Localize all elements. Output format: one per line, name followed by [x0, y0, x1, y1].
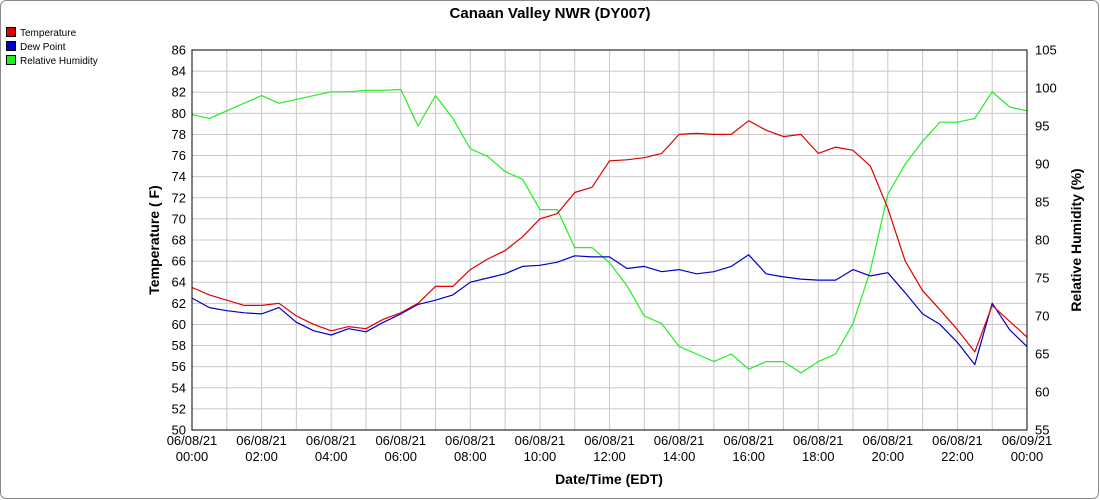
legend-swatch-relative-humidity	[6, 55, 16, 65]
plot-border	[191, 49, 1028, 431]
y2-tick-label: 85	[1035, 195, 1049, 210]
x-tick-date: 06/08/21	[932, 433, 983, 448]
relative-humidity-line	[191, 88, 1028, 374]
legend-swatch-dew-point	[6, 41, 16, 51]
x-tick-date: 06/08/21	[515, 433, 566, 448]
y-tick-label: 54	[172, 380, 186, 395]
y-tick-label: 76	[172, 148, 186, 163]
y2-tick-label: 100	[1035, 81, 1057, 96]
legend-label-dew-point: Dew Point	[20, 42, 66, 53]
y-tick-label: 64	[172, 275, 186, 290]
x-tick-time: 18:00	[802, 449, 835, 464]
x-axis-title: Date/Time (EDT)	[555, 471, 663, 487]
x-tick-date: 06/08/21	[723, 433, 774, 448]
y2-tick-label: 95	[1035, 119, 1049, 134]
y2-axis-title: Relative Humidity (%)	[1068, 168, 1084, 311]
x-tick-time: 16:00	[732, 449, 765, 464]
x-tick-date: 06/08/21	[375, 433, 426, 448]
legend-label-temperature: Temperature	[20, 28, 77, 39]
legend-item-dew-point: Dew Point	[6, 41, 98, 55]
y-tick-label: 78	[172, 127, 186, 142]
x-tick-time: 22:00	[941, 449, 974, 464]
y-tick-label: 50	[172, 423, 186, 438]
y2-tick-label: 75	[1035, 271, 1049, 286]
y-tick-label: 66	[172, 254, 186, 269]
y2-tick-label: 80	[1035, 233, 1049, 248]
x-tick-time: 20:00	[872, 449, 905, 464]
x-tick-date: 06/08/21	[236, 433, 287, 448]
legend-item-relative-humidity: Relative Humidity	[6, 55, 98, 69]
legend: Temperature Dew Point Relative Humidity	[6, 27, 98, 69]
y2-tick-label: 90	[1035, 157, 1049, 172]
x-axis-ticks: 06/08/2100:0006/08/2102:0006/08/2104:000…	[167, 433, 1053, 464]
y-tick-label: 56	[172, 359, 186, 374]
y-tick-label: 82	[172, 85, 186, 100]
x-tick-date: 06/08/21	[167, 433, 218, 448]
x-tick-date: 06/09/21	[1002, 433, 1053, 448]
x-tick-time: 06:00	[384, 449, 417, 464]
x-tick-time: 02:00	[245, 449, 278, 464]
y2-tick-label: 105	[1035, 43, 1057, 58]
y2-axis-ticks: 55 60 65 70 75 80 85 90 95 100 105	[1035, 43, 1057, 438]
x-tick-time: 10:00	[524, 449, 557, 464]
x-tick-time: 12:00	[593, 449, 626, 464]
y2-tick-label: 55	[1035, 423, 1049, 438]
legend-label-relative-humidity: Relative Humidity	[20, 56, 98, 67]
temperature-line	[191, 120, 1028, 353]
x-tick-date: 06/08/21	[654, 433, 705, 448]
legend-item-temperature: Temperature	[6, 27, 98, 41]
x-tick-time: 08:00	[454, 449, 487, 464]
y-axis-ticks: 50 52 54 56 58 60 62 64 66 68 70 72 74 76 78 80 82 84 86	[172, 43, 186, 438]
legend-swatch-temperature	[6, 27, 16, 37]
x-tick-time: 14:00	[663, 449, 696, 464]
x-tick-date: 06/08/21	[306, 433, 357, 448]
y-axis-title: Temperature ( F)	[146, 185, 162, 294]
x-tick-time: 04:00	[315, 449, 348, 464]
x-tick-date: 06/08/21	[793, 433, 844, 448]
y-tick-label: 58	[172, 338, 186, 353]
y-tick-label: 84	[172, 64, 186, 79]
dew-point-line	[191, 254, 1028, 366]
y-tick-label: 80	[172, 106, 186, 121]
y-tick-label: 68	[172, 233, 186, 248]
y-tick-label: 86	[172, 43, 186, 58]
y2-tick-label: 65	[1035, 347, 1049, 362]
series-layer	[191, 88, 1028, 374]
grid	[191, 49, 1028, 431]
x-tick-time: 00:00	[1011, 449, 1044, 464]
chart-title: Canaan Valley NWR (DY007)	[449, 5, 651, 22]
x-tick-date: 06/08/21	[584, 433, 635, 448]
y-tick-label: 72	[172, 190, 186, 205]
y2-tick-label: 70	[1035, 309, 1049, 324]
x-tick-time: 00:00	[176, 449, 209, 464]
y-tick-label: 60	[172, 317, 186, 332]
x-tick-date: 06/08/21	[445, 433, 496, 448]
y2-tick-label: 60	[1035, 385, 1049, 400]
y-tick-label: 52	[172, 401, 186, 416]
y-tick-label: 70	[172, 211, 186, 226]
y-tick-label: 74	[172, 169, 186, 184]
y-tick-label: 62	[172, 296, 186, 311]
x-tick-date: 06/08/21	[863, 433, 914, 448]
